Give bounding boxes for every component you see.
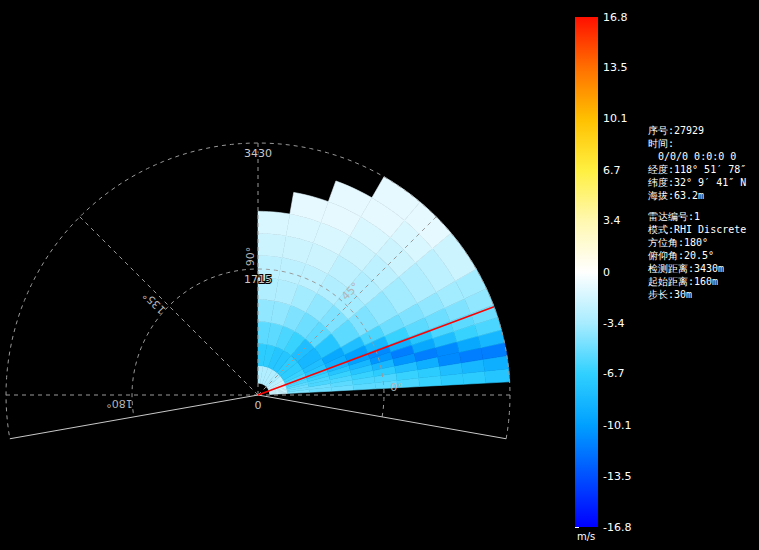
svg-text:13.5: 13.5 xyxy=(603,61,628,74)
svg-text:3.4: 3.4 xyxy=(603,214,621,227)
svg-text:序号:27929: 序号:27929 xyxy=(648,125,704,136)
svg-text:0: 0 xyxy=(255,399,262,412)
svg-text:1715: 1715 xyxy=(244,273,272,286)
svg-text:-3.4: -3.4 xyxy=(603,317,624,330)
svg-text:-10.1: -10.1 xyxy=(603,419,631,432)
svg-text:模式:RHI Discrete: 模式:RHI Discrete xyxy=(648,224,746,235)
svg-text:0°: 0° xyxy=(390,381,403,394)
svg-text:-16.8: -16.8 xyxy=(603,521,631,534)
svg-text:90°: 90° xyxy=(244,247,257,267)
svg-text:6.7: 6.7 xyxy=(603,164,621,177)
svg-text:45°: 45° xyxy=(339,280,362,303)
svg-text:雷达编号:1: 雷达编号:1 xyxy=(648,211,700,222)
svg-text:10.1: 10.1 xyxy=(603,112,628,125)
svg-text:纬度:32° 9′ 41″ N: 纬度:32° 9′ 41″ N xyxy=(648,177,746,188)
svg-text:方位角:180°: 方位角:180° xyxy=(648,237,708,248)
svg-text:180°: 180° xyxy=(106,397,132,410)
svg-text:经度:118° 51′ 78″: 经度:118° 51′ 78″ xyxy=(648,164,746,175)
svg-text:步长:30m: 步长:30m xyxy=(648,289,692,300)
svg-text:起始距离:160m: 起始距离:160m xyxy=(648,276,718,287)
svg-text:时间:: 时间: xyxy=(648,138,674,149)
svg-text:m/s: m/s xyxy=(577,531,595,542)
svg-text:检测距离:3430m: 检测距离:3430m xyxy=(648,263,724,274)
svg-text:16.8: 16.8 xyxy=(603,11,628,24)
svg-text:海拔:63.2m: 海拔:63.2m xyxy=(648,190,704,201)
svg-text:-6.7: -6.7 xyxy=(603,367,624,380)
svg-text:0/0/0 0:0:0 0: 0/0/0 0:0:0 0 xyxy=(658,151,736,162)
svg-text:3430: 3430 xyxy=(244,147,272,160)
svg-text:-13.5: -13.5 xyxy=(603,470,631,483)
svg-text:俯仰角:20.5°: 俯仰角:20.5° xyxy=(648,250,714,261)
svg-text:135°: 135° xyxy=(140,289,168,317)
svg-text:0: 0 xyxy=(603,266,610,279)
